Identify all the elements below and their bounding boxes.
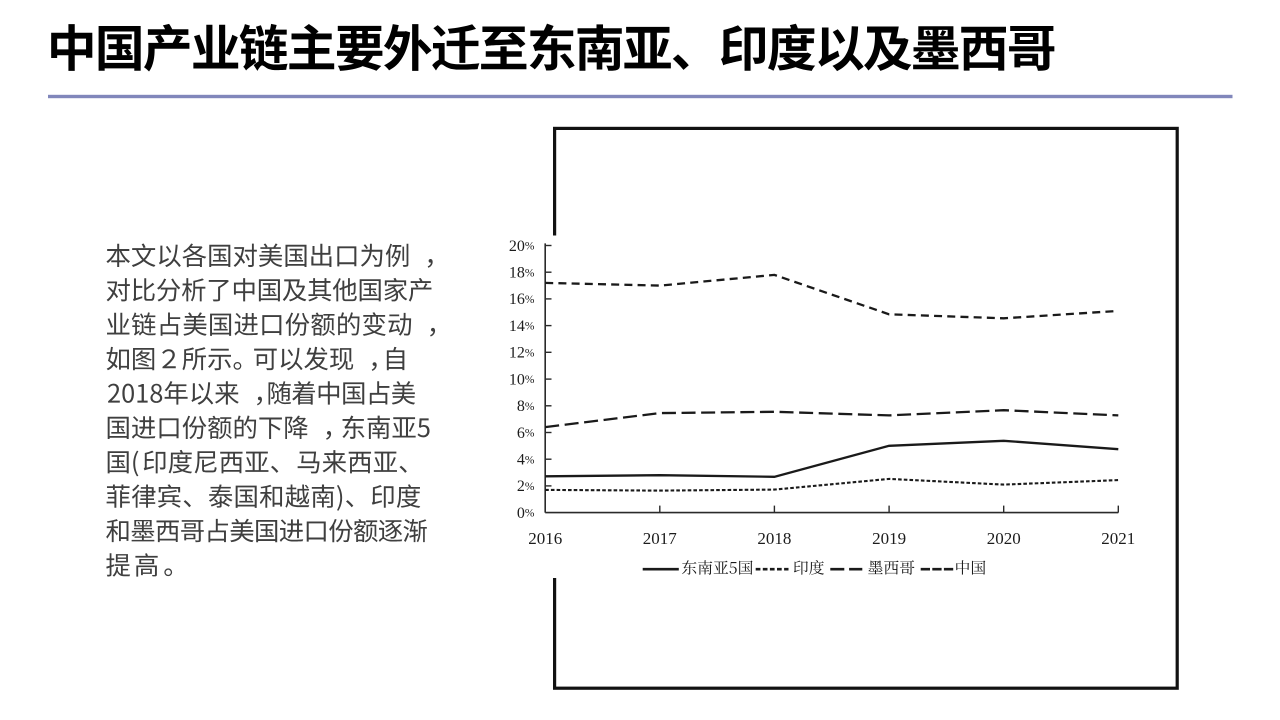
svg-text:10%: 10% [509, 371, 535, 388]
svg-text:8%: 8% [517, 398, 535, 415]
svg-text:20%: 20% [509, 238, 535, 255]
svg-text:2018: 2018 [757, 529, 791, 548]
svg-text:18%: 18% [509, 265, 535, 282]
svg-text:2017: 2017 [643, 529, 678, 548]
svg-text:14%: 14% [509, 318, 535, 335]
svg-text:6%: 6% [517, 425, 535, 442]
svg-text:2%: 2% [517, 478, 535, 495]
svg-text:2019: 2019 [872, 529, 906, 548]
svg-text:0%: 0% [517, 505, 535, 522]
svg-text:12%: 12% [509, 345, 535, 362]
svg-text:2021: 2021 [1101, 529, 1135, 548]
svg-text:4%: 4% [517, 452, 535, 469]
svg-text:16%: 16% [509, 291, 535, 308]
svg-text:2020: 2020 [987, 529, 1021, 548]
svg-text:2016: 2016 [528, 529, 562, 548]
